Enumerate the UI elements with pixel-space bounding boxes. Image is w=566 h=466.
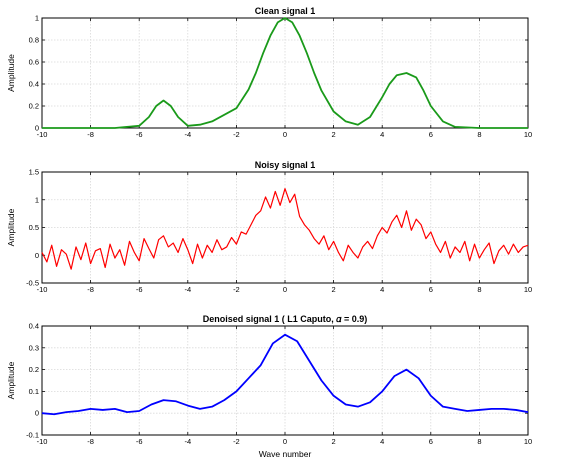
noisy-x-tick-label: -2: [233, 285, 240, 294]
clean-chart-title: Clean signal 1: [255, 6, 316, 16]
clean-x-tick-label: -4: [184, 130, 191, 139]
denoised-x-axis-label: Wave number: [259, 449, 312, 459]
noisy-y-tick-label: 0: [35, 251, 39, 260]
noisy-x-tick-label: 2: [332, 285, 336, 294]
clean-y-tick-label: 0.2: [29, 102, 39, 111]
denoised-x-tick-label: 10: [524, 437, 532, 446]
denoised-x-tick-label: -8: [87, 437, 94, 446]
clean-y-tick-label: 0.8: [29, 36, 39, 45]
clean-y-tick-label: 0.4: [29, 80, 39, 89]
clean-y-tick-label: 0: [35, 124, 39, 133]
denoised-x-tick-label: 8: [477, 437, 481, 446]
denoised-series-line: [41, 333, 529, 416]
clean-x-tick-label: 4: [380, 130, 384, 139]
noisy-x-tick-label: -6: [136, 285, 143, 294]
denoised-x-tick-label: -10: [37, 437, 48, 446]
noisy-x-tick-label: -4: [184, 285, 191, 294]
noisy-y-tick-label: 0.5: [29, 223, 39, 232]
denoised-x-tick-label: 4: [380, 437, 384, 446]
clean-x-tick-label: 8: [477, 130, 481, 139]
noisy-x-tick-label: -8: [87, 285, 94, 294]
denoised-y-tick-label: 0.3: [29, 343, 39, 352]
denoised-signal-panel: -10 -8 -6 -4 -2 0 2 4 6 8 10 -0.1 0 0.1 0.2 0.3 0.4 Denoi…: [6, 314, 532, 459]
noisy-x-tick-label: 4: [380, 285, 384, 294]
noisy-y-tick-label: 1.5: [29, 168, 39, 177]
clean-x-tick-label: 0: [283, 130, 287, 139]
denoised-chart-title: Denoised signal 1 ( L1 Caputo, 𝛼 = 0.9): [203, 314, 368, 324]
clean-signal-panel: -10 -8 -6 -4 -2 0 2 4 6 8 10 0 0.2 0.4 0.6 0.8 1 Clean si…: [6, 6, 532, 139]
clean-y-axis-label: Amplitude: [6, 54, 16, 92]
noisy-x-tick-label: 0: [283, 285, 287, 294]
denoised-x-tick-label: -4: [184, 437, 191, 446]
clean-x-tick-label: -2: [233, 130, 240, 139]
noisy-y-tick-label: 1: [35, 195, 39, 204]
denoised-y-tick-label: 0.2: [29, 365, 39, 374]
clean-series-line: [42, 17, 528, 129]
denoised-y-tick-label: 0.4: [29, 322, 39, 331]
clean-x-tick-label: -10: [37, 130, 48, 139]
clean-y-tick-label: 0.6: [29, 58, 39, 67]
noisy-series-line: [41, 188, 529, 270]
noisy-x-tick-label: -10: [37, 285, 48, 294]
denoised-y-axis-label: Amplitude: [6, 361, 16, 399]
noisy-y-tick-label: -0.5: [26, 279, 39, 288]
clean-x-tick-label: -6: [136, 130, 143, 139]
clean-x-tick-label: 2: [332, 130, 336, 139]
noisy-x-tick-label: 8: [477, 285, 481, 294]
denoised-y-tick-label: 0.1: [29, 387, 39, 396]
clean-x-tick-label: 10: [524, 130, 532, 139]
clean-y-tick-label: 1: [35, 14, 39, 23]
clean-x-tick-label: -8: [87, 130, 94, 139]
denoised-x-tick-label: 6: [429, 437, 433, 446]
denoised-y-tick-label: -0.1: [26, 431, 39, 440]
denoised-x-tick-label: -6: [136, 437, 143, 446]
noisy-chart-title: Noisy signal 1: [255, 160, 316, 170]
clean-x-tick-label: 6: [429, 130, 433, 139]
noisy-x-tick-label: 10: [524, 285, 532, 294]
noisy-y-axis-label: Amplitude: [6, 208, 16, 246]
noisy-x-tick-label: 6: [429, 285, 433, 294]
denoised-x-tick-label: 2: [332, 437, 336, 446]
denoised-y-tick-label: 0: [35, 409, 39, 418]
denoised-x-tick-label: 0: [283, 437, 287, 446]
noisy-signal-panel: -10 -8 -6 -4 -2 0 2 4 6 8 10 -0.5 0 0.5 1 1.5 Noisy sign…: [6, 160, 532, 294]
denoised-x-tick-label: -2: [233, 437, 240, 446]
